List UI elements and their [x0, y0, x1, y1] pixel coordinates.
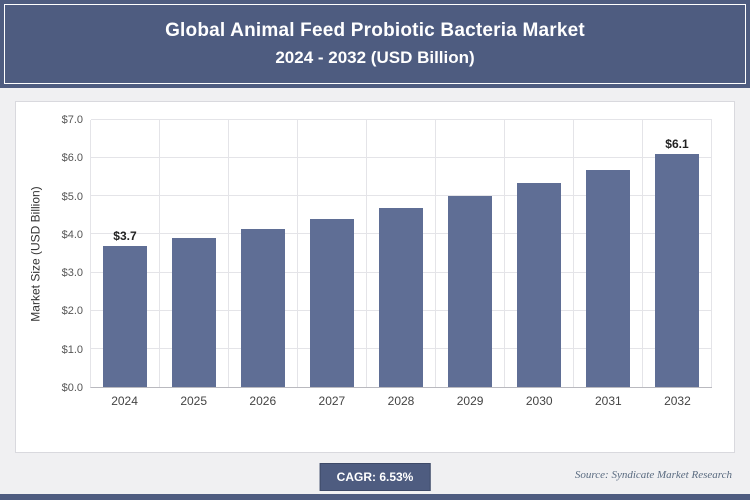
source-attribution: Source: Syndicate Market Research	[574, 469, 732, 481]
y-tick-label: $0.0	[61, 382, 83, 394]
plot-area: $3.7 $6.1	[90, 119, 712, 388]
bar	[517, 182, 561, 387]
bar	[586, 169, 630, 387]
bar	[379, 207, 423, 387]
bar-column	[574, 120, 643, 387]
x-tick-label: 2029	[456, 394, 484, 408]
x-tick-label: 2027	[318, 394, 346, 408]
x-tick-label: 2024	[111, 394, 138, 408]
y-tick-label: $6.0	[61, 152, 83, 165]
bar	[241, 228, 285, 387]
x-tick-label: 2032	[664, 394, 691, 408]
x-tick-label: 2031	[594, 394, 622, 408]
x-tick-label: 2026	[249, 394, 277, 408]
bar-value-label: $6.1	[665, 137, 689, 152]
grid-line	[91, 157, 712, 159]
y-tick-label: $4.0	[61, 228, 83, 241]
bar	[172, 238, 216, 387]
chart-header: Global Animal Feed Probiotic Bacteria Ma…	[0, 0, 750, 88]
bar-column	[505, 120, 574, 387]
bar: $6.1	[655, 137, 699, 387]
y-tick-label: $5.0	[61, 190, 83, 203]
x-tick-label: 2025	[180, 394, 208, 408]
bar-column	[436, 120, 505, 387]
bar-column: $3.7	[91, 120, 160, 387]
y-tick-label: $2.0	[61, 305, 83, 318]
x-axis-labels: 2024 2025 2026 2027 2028 2029 2030 2031 2032	[90, 394, 712, 408]
y-axis-label-wrap: Market Size (USD Billion)	[24, 120, 48, 388]
chart-title-line2: 2024 - 2032 (USD Billion)	[275, 48, 475, 67]
bar: $3.7	[103, 229, 147, 387]
bar	[310, 219, 354, 387]
y-tick-label: $3.0	[61, 267, 83, 280]
y-axis-ticks: $0.0 $1.0 $2.0 $3.0 $4.0 $5.0 $6.0 $7.0	[48, 114, 90, 394]
chart-title-line1: Global Animal Feed Probiotic Bacteria Ma…	[165, 20, 585, 41]
cagr-badge: CAGR: 6.53%	[319, 463, 431, 491]
bar-column	[298, 120, 367, 387]
chart-footer-row: CAGR: 6.53% Source: Syndicate Market Res…	[0, 453, 750, 494]
grid-line	[91, 119, 712, 120]
bar-column	[367, 120, 436, 387]
bar	[448, 196, 492, 387]
y-axis-label: Market Size (USD Billion)	[29, 186, 43, 322]
y-tick-label: $1.0	[61, 343, 83, 356]
bar-column	[160, 120, 229, 387]
bottom-accent-strip	[0, 494, 750, 500]
bars-container: $3.7 $6.1	[91, 120, 712, 387]
x-tick-label: 2030	[525, 394, 553, 408]
bar-value-label: $3.7	[113, 228, 137, 243]
bar-column: $6.1	[643, 120, 712, 387]
bar-column	[229, 120, 298, 387]
y-tick-label: $7.0	[61, 114, 83, 126]
grid-line	[91, 195, 712, 197]
chart-card: Market Size (USD Billion) $0.0 $1.0 $2.0 $3…	[15, 101, 735, 453]
x-tick-label: 2028	[387, 394, 415, 408]
